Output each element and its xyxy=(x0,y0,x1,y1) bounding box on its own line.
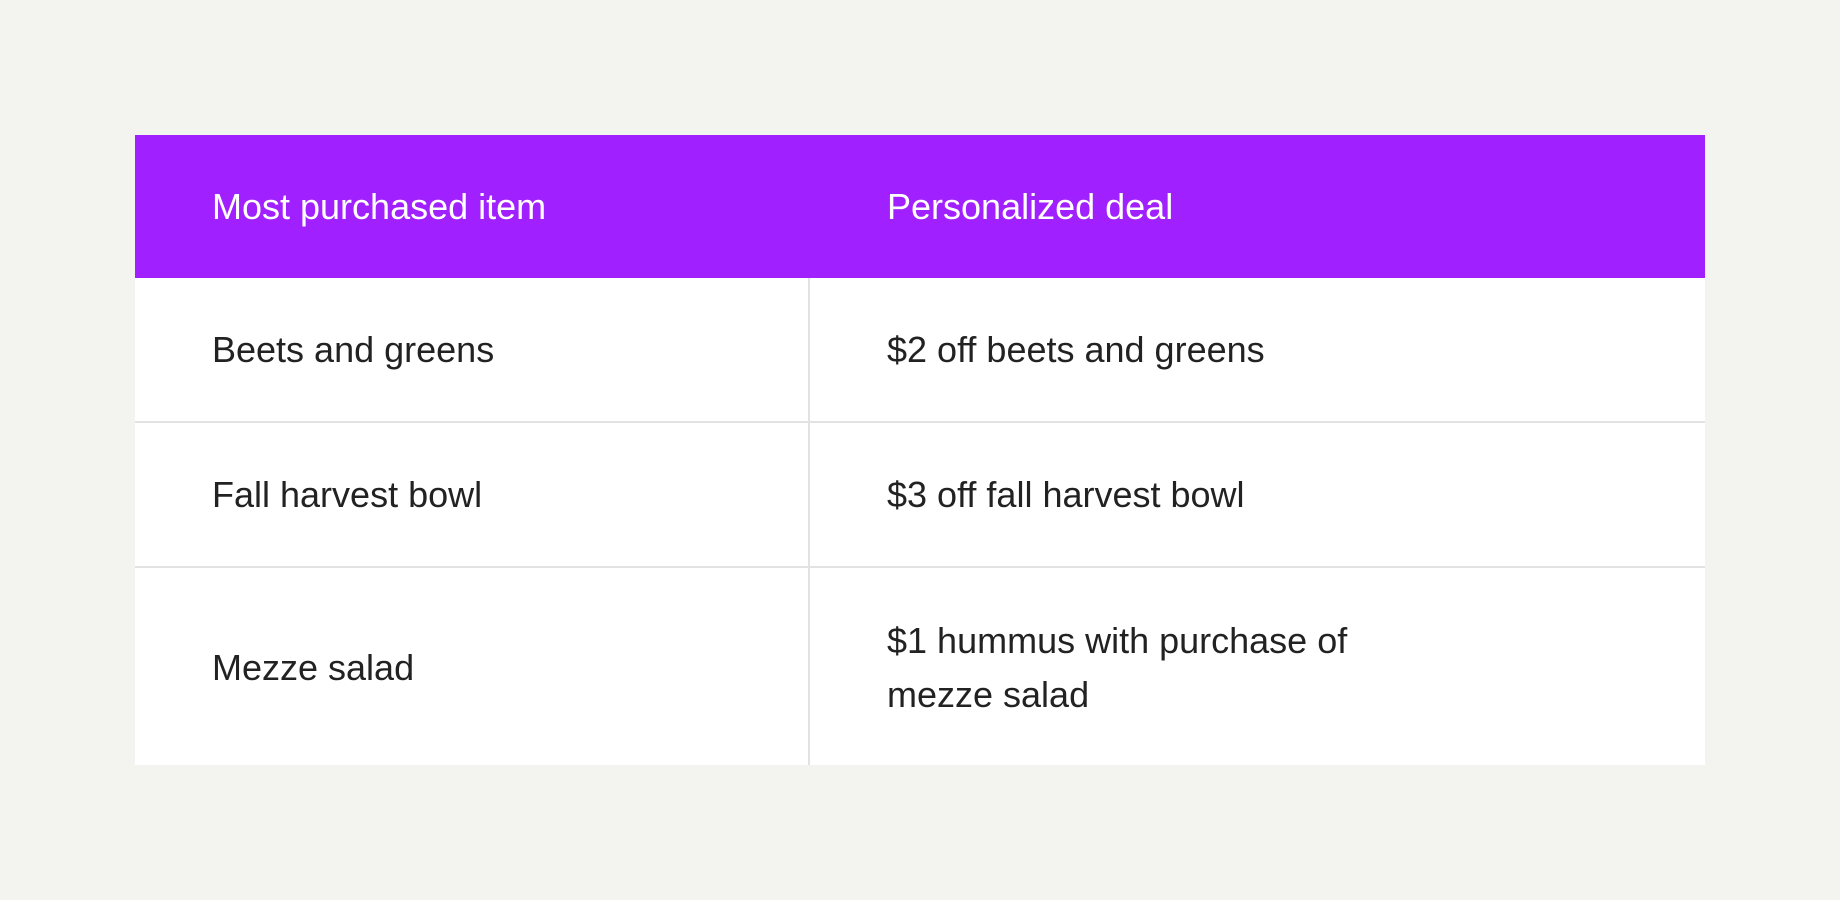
table-row: Beets and greens $2 off beets and greens xyxy=(135,278,1705,421)
cell-item: Fall harvest bowl xyxy=(212,473,483,515)
table-row: Fall harvest bowl $3 off fall harvest bo… xyxy=(135,421,1705,566)
column-divider xyxy=(808,278,810,765)
cell-item: Beets and greens xyxy=(212,328,495,370)
cell-deal: $2 off beets and greens xyxy=(887,328,1265,370)
cell-deal: $1 hummus with purchase of mezze salad xyxy=(887,619,1348,715)
cell-deal: $3 off fall harvest bowl xyxy=(887,473,1245,515)
table-header: Most purchased item Personalized deal xyxy=(135,135,1705,278)
cell-item: Mezze salad xyxy=(212,646,415,688)
deals-table: Most purchased item Personalized deal Be… xyxy=(135,135,1705,765)
header-most-purchased-item: Most purchased item xyxy=(212,185,547,227)
table-row: Mezze salad $1 hummus with purchase of m… xyxy=(135,566,1705,767)
header-personalized-deal: Personalized deal xyxy=(887,185,1174,227)
